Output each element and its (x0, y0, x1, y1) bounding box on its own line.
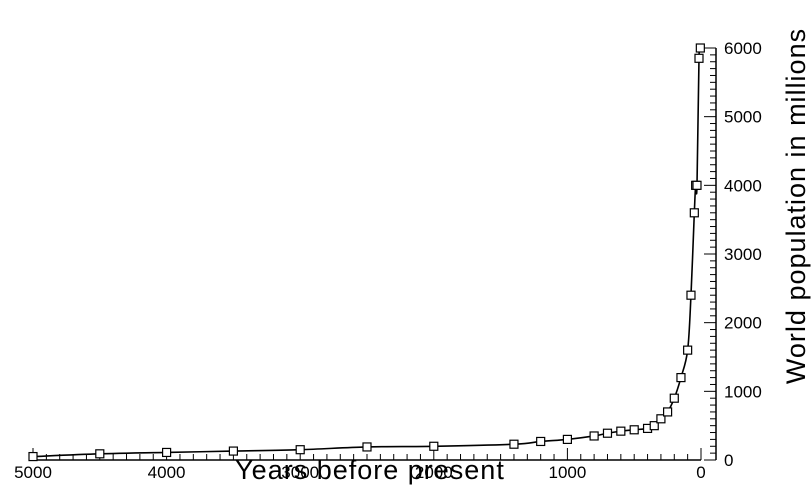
data-point-marker (589, 431, 599, 441)
data-point-marker (28, 451, 38, 462)
x-axis-title: Years before present (235, 455, 505, 485)
data-point-marker (694, 53, 704, 63)
data-point-marker (692, 180, 702, 190)
data-point-marker (676, 373, 686, 383)
x-tick-label: 2000 (415, 463, 453, 482)
data-point-marker (649, 421, 659, 431)
data-point-marker (295, 445, 305, 455)
y-tick-label: 2000 (724, 314, 762, 333)
data-point-marker (536, 436, 546, 447)
y-tick-label: 4000 (724, 176, 762, 195)
data-point-marker (616, 426, 626, 436)
data-point-marker (669, 393, 679, 403)
series-points-group (28, 43, 705, 462)
data-point-marker (602, 428, 613, 438)
x-tick-label: 3000 (281, 463, 319, 482)
data-point-marker (562, 434, 573, 444)
x-tick-label: 4000 (148, 463, 186, 482)
axes (33, 48, 717, 461)
data-point-marker (656, 414, 666, 424)
y-tick-label: 6000 (724, 39, 762, 58)
data-point-marker (429, 441, 439, 451)
data-point-marker (683, 345, 693, 355)
data-point-marker (162, 447, 172, 458)
data-point-marker (228, 446, 238, 456)
y-tick-label: 0 (724, 451, 733, 470)
y-axis-title: World population in millions (781, 28, 811, 384)
y-axis-ticks: 0 1000 2000 3000 4000 5000 6000 (704, 39, 762, 470)
data-point-marker (509, 439, 519, 449)
series-line-group (32, 44, 702, 458)
y-tick-label: 3000 (724, 245, 762, 264)
data-point-marker (689, 208, 699, 218)
x-tick-label: 1000 (548, 463, 586, 482)
data-point-marker (629, 425, 639, 435)
y-tick-label: 1000 (724, 382, 762, 401)
data-point-marker (362, 442, 372, 452)
data-point-marker (662, 407, 673, 417)
y-tick-label: 5000 (724, 108, 762, 127)
data-point-marker (686, 290, 696, 300)
data-point-marker (695, 43, 705, 53)
data-point-marker (95, 449, 105, 459)
x-tick-label: 5000 (14, 463, 52, 482)
series-line (32, 44, 702, 458)
x-tick-label: 0 (696, 463, 705, 482)
